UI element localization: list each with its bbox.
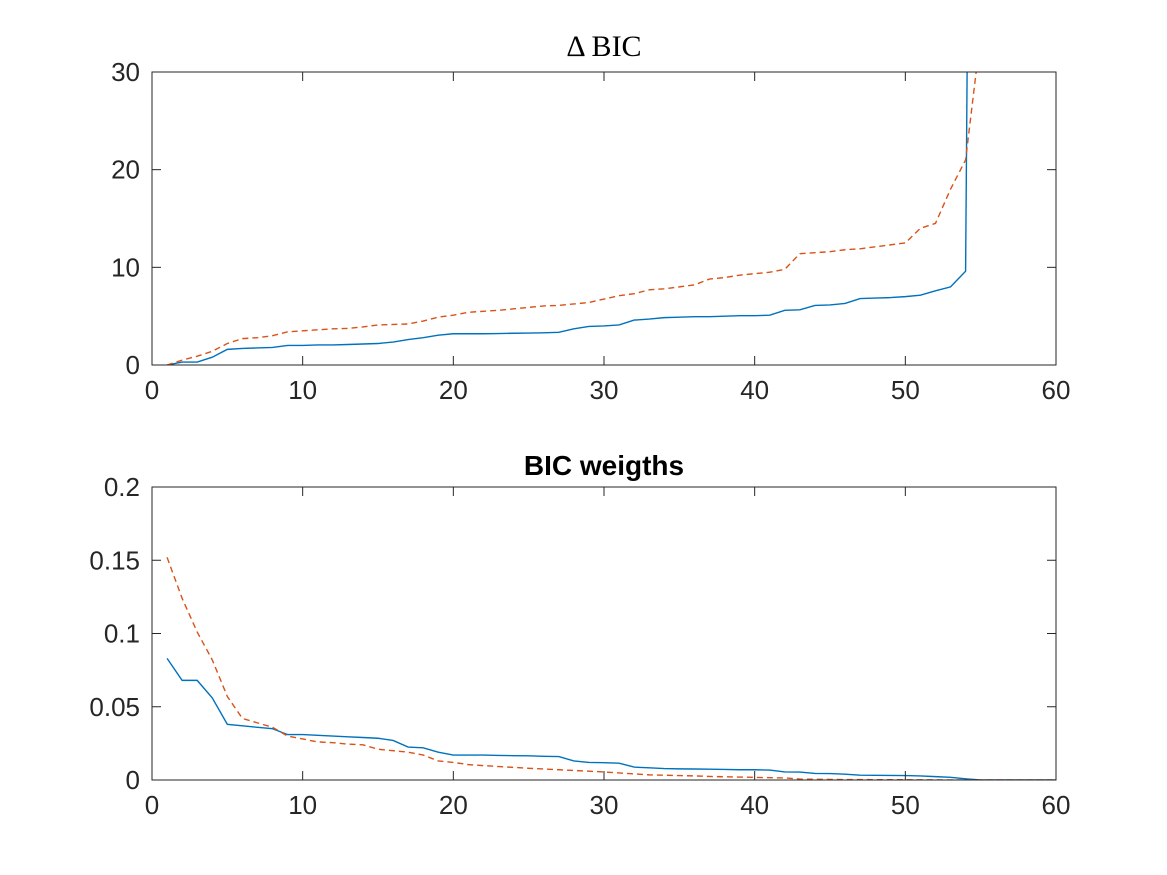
series-line-2 — [166, 557, 1056, 780]
x-tick-label: 30 — [590, 790, 619, 820]
series-line-2 — [166, 72, 977, 365]
y-tick-label: 0.05 — [89, 692, 140, 722]
x-tick-label: 30 — [590, 375, 619, 405]
y-tick-label: 0.2 — [104, 472, 140, 502]
y-tick-label: 0.1 — [104, 619, 140, 649]
x-tick-label: 60 — [1042, 790, 1071, 820]
axes-frame-delta-bic — [151, 71, 1057, 366]
y-tick-label: 20 — [111, 155, 140, 185]
x-tick-label: 60 — [1042, 375, 1071, 405]
y-tick-label: 0 — [126, 350, 140, 380]
chart-title-delta-bic: Δ BIC — [566, 30, 641, 63]
x-tick-label: 10 — [288, 790, 317, 820]
ticks-bic-weigths: 0 10 20 30 40 50 60 0 0.05 0.1 0.15 0.2 — [89, 472, 1070, 820]
x-tick-label: 20 — [439, 790, 468, 820]
x-tick-label: 40 — [740, 375, 769, 405]
y-tick-label: 10 — [111, 252, 140, 282]
x-tick-label: 50 — [891, 375, 920, 405]
x-tick-label: 0 — [145, 790, 159, 820]
chart-title-bic-weigths: BIC weigths — [524, 450, 684, 481]
x-tick-label: 0 — [145, 375, 159, 405]
bic-weights-axes: BIC weigths 0 10 20 30 40 50 60 0 0.05 0.1 0.15 0.2 — [89, 450, 1070, 820]
axes-frame-bic-weigths — [151, 486, 1057, 781]
plot-area-delta-bic — [166, 72, 977, 365]
y-tick-label: 0.15 — [89, 545, 140, 575]
y-tick-label: 30 — [111, 57, 140, 87]
x-tick-label: 20 — [439, 375, 468, 405]
x-tick-label: 10 — [288, 375, 317, 405]
series-line-1 — [166, 658, 1056, 780]
y-tick-label: 0 — [126, 765, 140, 795]
x-tick-label: 50 — [891, 790, 920, 820]
ticks-delta-bic: 0 10 20 30 40 50 60 0 10 20 30 — [111, 57, 1070, 405]
series-line-1 — [166, 72, 968, 365]
x-tick-label: 40 — [740, 790, 769, 820]
plot-area-bic-weigths — [166, 557, 1056, 780]
delta-bic-axes: Δ BIC 0 10 20 30 40 50 60 0 10 20 30 — [111, 30, 1070, 405]
